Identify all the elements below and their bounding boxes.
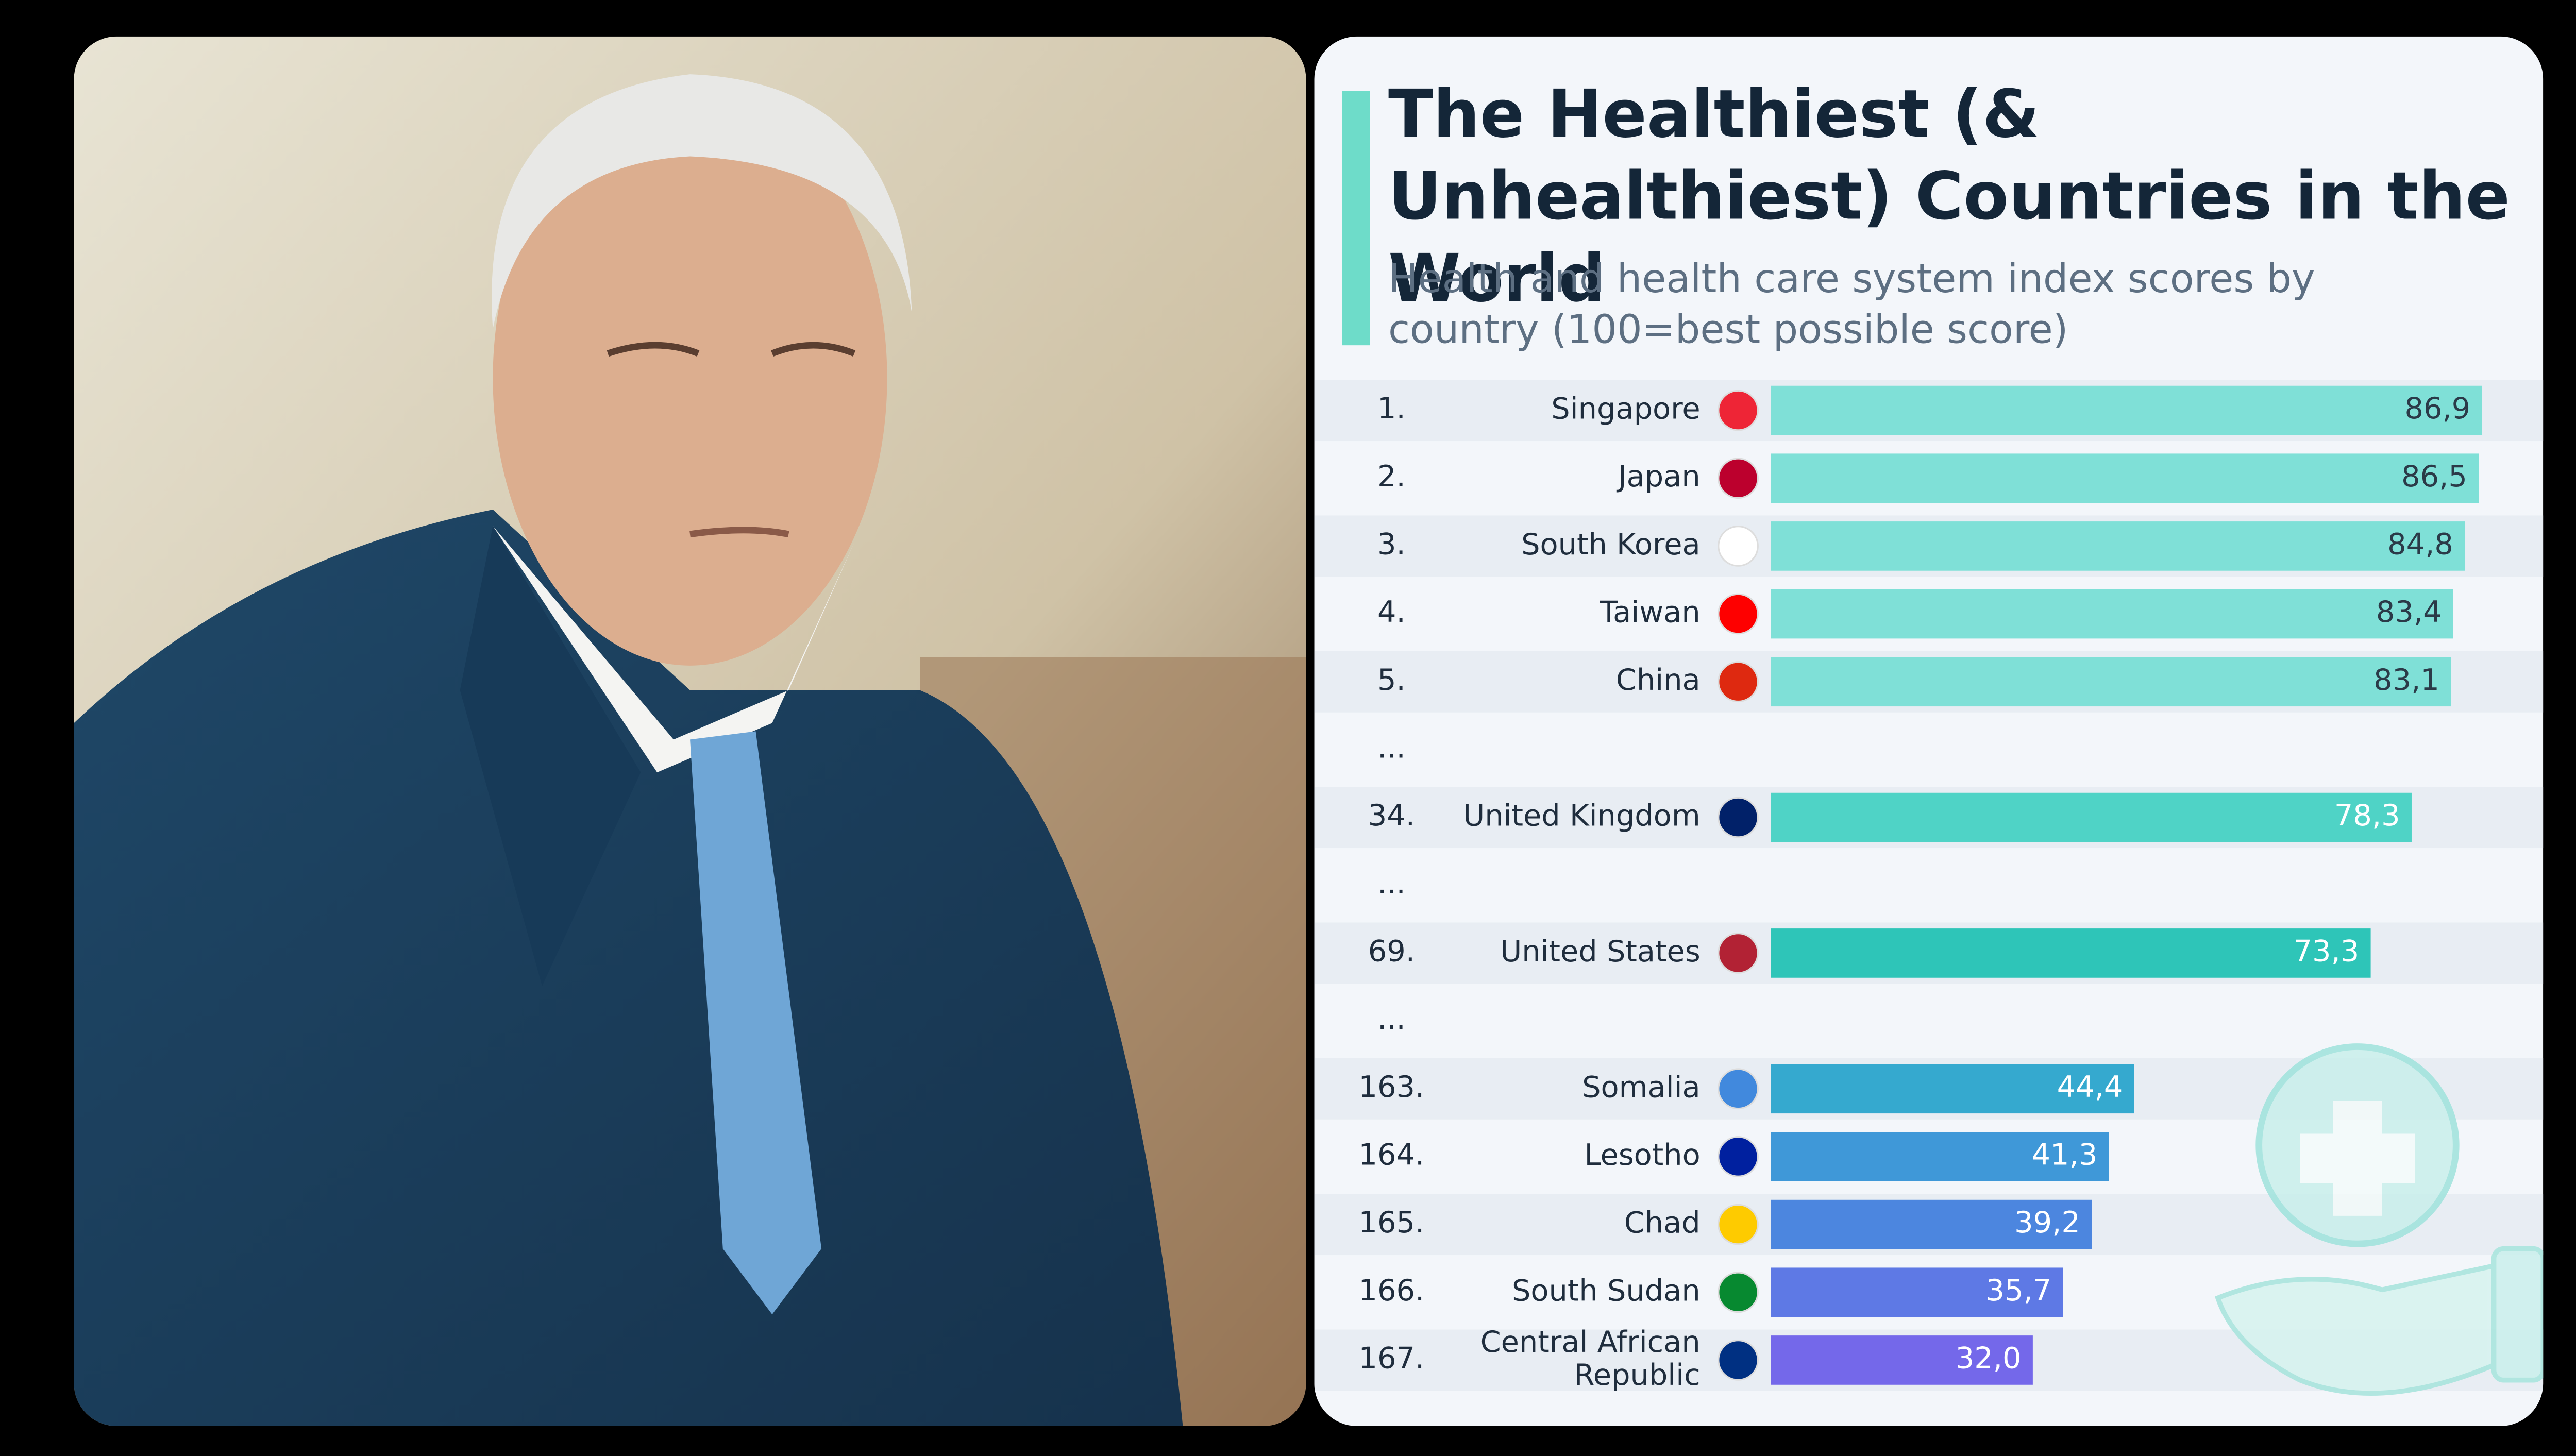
chart-subtitle: Health and health care system index scor…	[1388, 256, 2315, 353]
flag-icon	[1718, 797, 1759, 838]
flag-icon	[1718, 390, 1759, 431]
flag-icon	[1718, 593, 1759, 635]
flag-icon	[1718, 933, 1759, 974]
accent-bar	[1342, 91, 1370, 346]
value-label: 86,5	[2401, 459, 2467, 494]
value-label: 83,4	[2376, 595, 2442, 629]
country-label: Chad	[1624, 1205, 1701, 1240]
flag-icon	[1718, 1340, 1759, 1381]
value-label: 84,8	[2387, 527, 2453, 562]
rank-label: 3.	[1377, 527, 1406, 562]
bar	[1771, 1199, 2092, 1249]
rank-label: 1.	[1377, 391, 1406, 426]
bar	[1771, 385, 2482, 435]
rank-label: 165.	[1358, 1205, 1424, 1240]
rank-label: 34.	[1368, 798, 1415, 833]
value-label: 32,0	[1956, 1341, 2022, 1376]
country-label: Central African Republic	[1480, 1325, 1701, 1392]
photo-lapel	[460, 526, 641, 986]
flag-icon	[1718, 1136, 1759, 1177]
value-label: 83,1	[2373, 663, 2439, 697]
icon-hand	[2215, 1262, 2500, 1396]
photo	[74, 36, 1306, 1426]
bar	[1771, 928, 2371, 978]
photo-suit	[74, 509, 1183, 1426]
flag-icon	[1718, 661, 1759, 703]
rows: 1. Singapore 86,9 2. Japan 86,5 3. South Korea 8…	[1314, 380, 2544, 1392]
value-label: 44,4	[2057, 1070, 2123, 1104]
photo-hair	[492, 74, 912, 329]
photo-tie	[690, 731, 822, 1315]
rank-label: 166.	[1358, 1273, 1424, 1308]
rank-label: 167.	[1358, 1341, 1424, 1376]
rank-label: 163.	[1358, 1070, 1424, 1104]
bar	[1771, 1267, 2063, 1317]
bar	[1771, 589, 2453, 639]
rank-label: ...	[1377, 731, 1406, 765]
rank-label: 2.	[1377, 459, 1406, 494]
country-label: Taiwan	[1600, 595, 1701, 629]
country-label: China	[1616, 663, 1701, 697]
icon-cross	[2300, 1101, 2415, 1216]
rank-label: ...	[1377, 866, 1406, 901]
icon-cuff	[2491, 1246, 2544, 1383]
rank-label: ...	[1377, 1002, 1406, 1036]
bar	[1771, 453, 2479, 503]
rank-label: 4.	[1377, 595, 1406, 629]
rank-label: 5.	[1377, 663, 1406, 697]
flag-icon	[1718, 1272, 1759, 1313]
country-label: Japan	[1617, 459, 1701, 494]
bar	[1771, 521, 2465, 571]
country-label: South Korea	[1521, 527, 1701, 562]
photo-shirt	[493, 526, 854, 773]
country-label: Lesotho	[1585, 1138, 1701, 1172]
bar	[1771, 657, 2451, 707]
bar	[1771, 1064, 2134, 1114]
rank-label: 164.	[1358, 1138, 1424, 1172]
country-label: Singapore	[1551, 391, 1700, 426]
infographic: The Healthiest (& Unhealthiest) Countries…	[1314, 36, 2544, 1426]
value-label: 86,9	[2404, 391, 2470, 426]
country-label: Somalia	[1582, 1070, 1701, 1104]
flag-icon	[1718, 458, 1759, 499]
medical-icon	[2215, 1043, 2544, 1396]
value-label: 39,2	[2014, 1205, 2080, 1240]
chart-title: The Healthiest (& Unhealthiest) Countries…	[1388, 76, 2510, 317]
flag-icon	[1718, 526, 1759, 567]
flag-icon	[1718, 1068, 1759, 1110]
country-label: South Sudan	[1512, 1273, 1701, 1308]
value-label: 78,3	[2334, 798, 2400, 833]
bar	[1771, 1335, 2033, 1385]
photo-eyes	[607, 342, 856, 357]
country-label: United States	[1500, 934, 1701, 969]
country-label: United Kingdom	[1463, 798, 1701, 833]
bar	[1771, 1132, 2109, 1181]
rank-label: 69.	[1368, 934, 1415, 969]
bar	[1771, 792, 2412, 842]
value-label: 73,3	[2294, 934, 2360, 969]
flag-icon	[1718, 1204, 1759, 1245]
value-label: 35,7	[1986, 1273, 2052, 1308]
photo-mouth	[689, 527, 789, 538]
value-label: 41,3	[2031, 1138, 2097, 1172]
photo-face	[493, 91, 887, 666]
